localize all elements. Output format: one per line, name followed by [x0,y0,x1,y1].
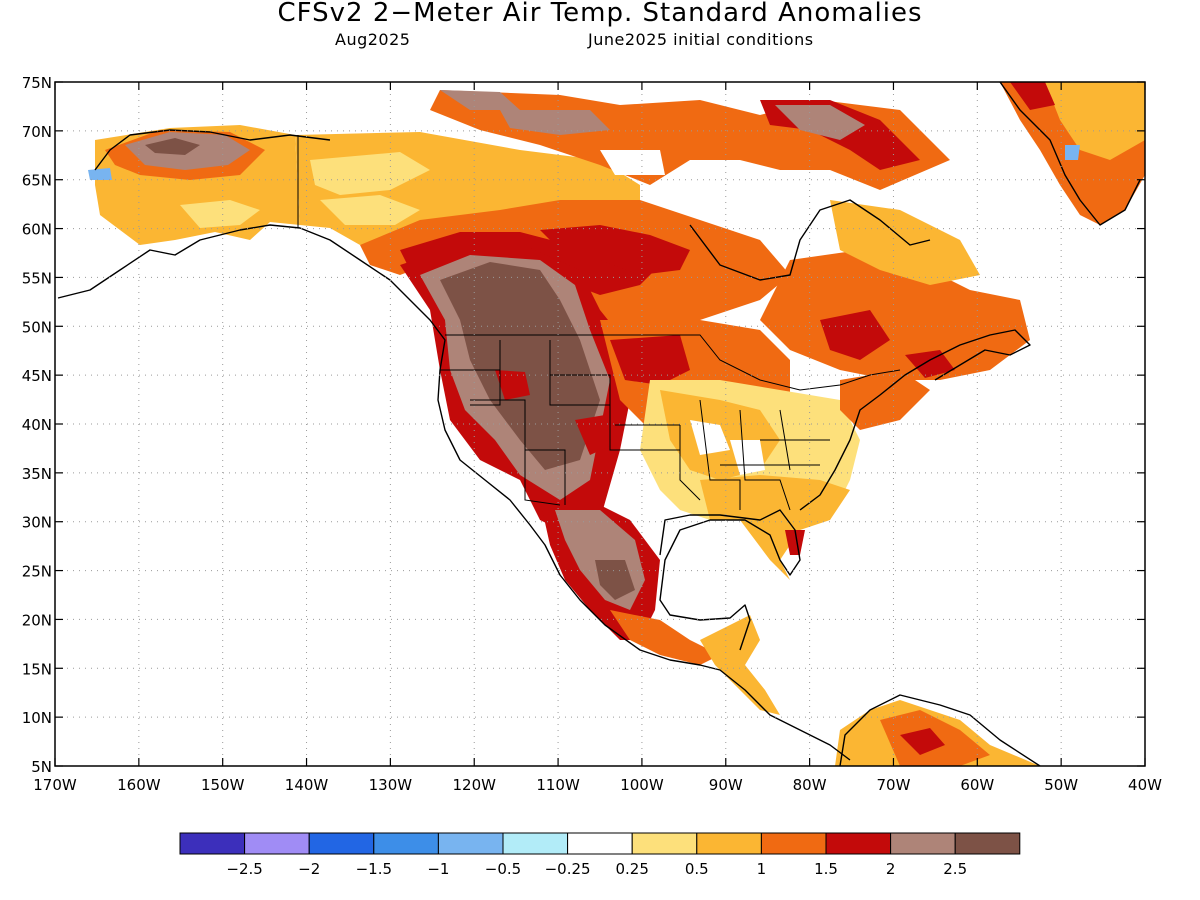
lon-tick-label: 100W [620,776,664,794]
legend-swatch [567,832,633,855]
lon-tick-label: 90W [709,776,743,794]
legend-swatch [631,832,698,855]
color-legend: −2.5 −2 −1.5 −1 −0.5 −0.25 0.25 0.5 1 1.5 2 2.5 [179,832,1021,878]
lat-tick-label: 70N [22,123,52,141]
legend-swatch [179,832,246,855]
axis-ticks [54,81,1146,767]
legend-swatch [890,832,956,855]
lat-tick-label: 45N [22,367,52,385]
legend-swatch [760,832,827,855]
lon-tick-label: 170W [33,776,77,794]
legend-label: −1 [427,860,449,878]
legend-swatch [437,832,504,855]
lon-tick-label: 40W [1128,776,1162,794]
lon-tick-label: 110W [536,776,580,794]
valid-month-label: Aug2025 [335,30,411,49]
legend-swatch [244,832,310,855]
coastlines [57,82,1141,766]
lon-tick-label: 150W [201,776,245,794]
coast-atlantic [799,329,1031,511]
anomaly-shading [88,82,1145,766]
legend-swatch [825,832,892,855]
lat-tick-label: 5N [31,758,52,776]
legend-label: 0.25 [615,860,648,878]
coast-alaska [57,224,851,761]
legend-label: −2.5 [226,860,262,878]
legend-label: −1.5 [356,860,392,878]
lon-tick-label: 80W [793,776,827,794]
legend-label: 1 [757,860,767,878]
lat-tick-label: 60N [22,221,52,239]
initial-conditions-label: June2025 initial conditions [588,30,814,49]
legend-label: 2 [886,860,896,878]
coast-alaska-north [94,129,331,171]
latitude-axis: 75N 70N 65N 60N 55N 50N 45N 40N 35N 30N 25N 20N 15N 1… [22,74,52,776]
graticule [55,82,1145,766]
lat-tick-label: 10N [22,709,52,727]
coast-hudson [689,199,931,281]
lat-tick-label: 40N [22,416,52,434]
legend-label: −0.25 [545,860,591,878]
lon-tick-label: 120W [452,776,496,794]
political-borders [297,135,901,511]
lon-tick-label: 140W [285,776,329,794]
lat-tick-label: 75N [22,74,52,92]
legend-swatch [502,832,569,855]
lat-tick-label: 20N [22,611,52,629]
lat-tick-label: 55N [22,269,52,287]
legend-label: 2.5 [943,860,967,878]
lat-tick-label: 65N [22,172,52,190]
legend-label: −0.5 [485,860,521,878]
legend-swatch [954,832,1021,855]
lon-tick-label: 130W [369,776,413,794]
legend-label: 1.5 [814,860,838,878]
lat-tick-label: 30N [22,514,52,532]
coast-greenland [999,82,1141,226]
map-title: CFSv2 2−Meter Air Temp. Standard Anomali… [277,0,923,28]
lon-tick-label: 160W [117,776,161,794]
lat-tick-label: 15N [22,660,52,678]
legend-swatch [696,832,762,855]
lon-tick-label: 60W [960,776,994,794]
lat-tick-label: 50N [22,318,52,336]
legend-swatch [308,832,375,855]
lon-tick-label: 50W [1044,776,1078,794]
legend-label: −2 [298,860,320,878]
legend-swatch [373,832,439,855]
longitude-axis: 170W 160W 150W 140W 130W 120W 110W 100W 90W 80W 70… [33,776,1162,794]
lat-tick-label: 35N [22,465,52,483]
lat-tick-label: 25N [22,563,52,581]
coast-south-america [839,694,1041,766]
lon-tick-label: 70W [877,776,911,794]
legend-label: 0.5 [685,860,709,878]
